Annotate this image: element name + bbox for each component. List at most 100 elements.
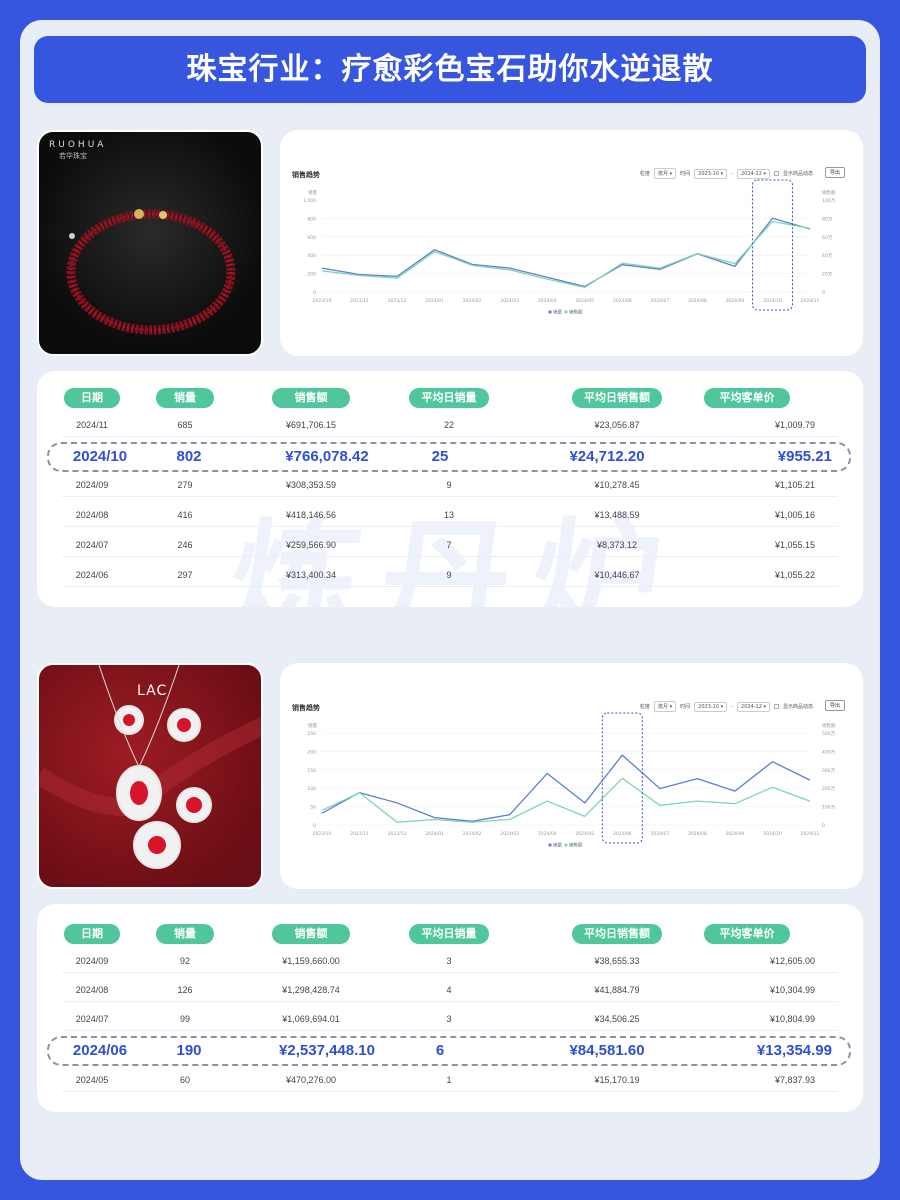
cell-avg-qty: 9 — [446, 570, 452, 580]
x-tick-label: 2023/10 — [313, 831, 332, 837]
chart-title: 销售趋势 — [292, 171, 320, 179]
cell-sales: ¥1,069,694.01 — [282, 1014, 340, 1024]
time-to-select-2[interactable]: 2024-12 ▾ — [736, 701, 770, 712]
legend-label-sales: 销售额 — [569, 309, 583, 316]
y2-tick-label: 500万 — [822, 731, 836, 737]
bracelet-image — [66, 209, 236, 335]
time-to-value: 2024-12 — [740, 170, 762, 177]
column-header-avg-sales: 平均日销售额 — [572, 924, 662, 944]
cell-date: 2024/08 — [75, 510, 109, 520]
highlight-period-frame — [751, 179, 793, 311]
y-tick-label: 400 — [307, 253, 316, 259]
x-tick-label: 2023/12 — [388, 298, 407, 304]
column-header-avg-sales: 平均日销售额 — [572, 388, 662, 408]
cell-qty: 126 — [177, 985, 193, 995]
sales-trend-card-1: 销售趋势 粒度 按月 ▾ 时间 2023-10 ▾ - 2024-12 ▾ 显示… — [280, 130, 863, 356]
y-tick-label: 250 — [307, 731, 316, 737]
show-dynamics-checkbox[interactable] — [774, 171, 779, 176]
x-tick-label: 2024/04 — [538, 298, 557, 304]
y2-tick-label: 0 — [822, 290, 825, 296]
series-line-sales — [321, 777, 811, 823]
table-row: 2024/07 246 ¥259,566.90 7 ¥8,373.12 ¥1,055.15 — [0, 540, 900, 554]
granularity-select-2[interactable]: 按月 ▾ — [654, 701, 677, 712]
x-tick-label: 2024/08 — [688, 298, 707, 304]
time-label-2: 时间 — [680, 704, 691, 710]
legend-label-qty: 销量 — [553, 842, 562, 849]
y-tick-label: 50 — [310, 805, 316, 811]
cell-avg-qty: 13 — [443, 510, 455, 520]
range-dash: - — [731, 170, 733, 177]
cell-qty: 297 — [177, 570, 193, 580]
export-button[interactable]: 导出 — [825, 167, 846, 178]
cell-qty: 279 — [177, 480, 193, 490]
highlight-cell-qty: 190 — [176, 1042, 202, 1059]
y2-axis-unit: 销售额 — [822, 722, 836, 729]
x-tick-label: 2024/05 — [575, 298, 594, 304]
highlight-cell-avg-qty: 6 — [435, 1042, 445, 1059]
export-button-2[interactable]: 导出 — [825, 700, 846, 711]
cell-avg-price: ¥1,009.79 — [774, 420, 815, 430]
time-to-select[interactable]: 2024-12 ▾ — [736, 168, 770, 179]
brand-logo: RUOHUA — [49, 140, 107, 150]
x-tick-label: 2024/06 — [613, 831, 632, 837]
cell-sales: ¥691,706.15 — [285, 420, 337, 430]
cell-sales: ¥308,353.59 — [285, 480, 337, 490]
x-tick-label: 2024/09 — [726, 831, 745, 837]
show-dynamics-checkbox-2[interactable] — [774, 704, 779, 709]
series-line-qty — [321, 217, 811, 288]
cell-date: 2024/08 — [75, 985, 109, 995]
cell-avg-price: ¥1,055.22 — [774, 570, 815, 580]
x-tick-label: 2024/04 — [538, 831, 557, 837]
table-row: 2024/06 297 ¥313,400.34 9 ¥10,446.67 ¥1,055.2… — [0, 570, 900, 584]
cell-avg-sales: ¥15,170.19 — [594, 1075, 640, 1085]
granularity-select[interactable]: 按月 ▾ — [654, 168, 677, 179]
x-tick-label: 2023/11 — [350, 831, 369, 837]
y-tick-label: 600 — [307, 235, 316, 241]
cell-avg-sales: ¥8,373.12 — [596, 540, 638, 550]
cell-sales: ¥418,146.56 — [285, 510, 337, 520]
row-divider — [62, 1030, 838, 1031]
bracelet-photo: RUOHUA 若华珠宝 — [37, 130, 263, 356]
legend-label-sales: 销售额 — [569, 842, 583, 849]
x-tick-label: 2024/03 — [500, 298, 519, 304]
x-tick-label: 2024/01 — [425, 298, 444, 304]
cell-avg-price: ¥1,005.16 — [774, 510, 815, 520]
series-line-qty — [321, 754, 811, 822]
cell-avg-sales: ¥10,446.67 — [594, 570, 640, 580]
legend-dot-qty — [548, 310, 552, 314]
column-header-date: 日期 — [64, 924, 120, 944]
row-divider — [62, 496, 838, 497]
row-divider — [62, 1091, 838, 1092]
show-dynamics-label-2: 显示商品动态 — [783, 704, 814, 710]
cell-avg-qty: 7 — [446, 540, 452, 550]
x-tick-label: 2024/05 — [575, 831, 594, 837]
highlight-cell-qty: 802 — [176, 448, 202, 465]
x-tick-label: 2024/06 — [613, 298, 632, 304]
y2-tick-label: 200万 — [822, 786, 836, 792]
time-from-value-2: 2023-10 — [698, 703, 720, 710]
y2-tick-label: 20万 — [822, 272, 833, 278]
time-from-select-2[interactable]: 2023-10 ▾ — [694, 701, 728, 712]
granularity-value-2: 按月 — [658, 704, 669, 710]
cell-date: 2024/09 — [75, 956, 109, 966]
ruby-jewelry-photo: LAC — [37, 663, 263, 889]
highlight-cell-avg-price: ¥955.21 — [777, 448, 832, 465]
time-from-select[interactable]: 2023-10 ▾ — [694, 168, 728, 179]
cell-avg-price: ¥12,605.00 — [769, 956, 815, 966]
cell-avg-qty: 3 — [446, 1014, 452, 1024]
table-row: 2024/08 416 ¥418,146.56 13 ¥13,488.59 ¥1,005.… — [0, 510, 900, 524]
cell-avg-sales: ¥13,488.59 — [594, 510, 640, 520]
y-tick-label: 0 — [313, 290, 316, 296]
time-from-value: 2023-10 — [698, 170, 720, 177]
column-header-date: 日期 — [64, 388, 120, 408]
column-header-qty: 销量 — [156, 924, 214, 944]
cell-avg-qty: 9 — [446, 480, 452, 490]
cell-date: 2024/11 — [76, 420, 108, 430]
row-divider — [62, 436, 838, 437]
y2-tick-label: 60万 — [822, 235, 833, 241]
highlight-cell-avg-sales: ¥24,712.20 — [569, 448, 645, 465]
cell-avg-qty: 3 — [446, 956, 452, 966]
x-tick-label: 2024/10 — [763, 298, 782, 304]
cell-sales: ¥1,298,428.74 — [282, 985, 340, 995]
x-tick-label: 2024/07 — [650, 298, 669, 304]
